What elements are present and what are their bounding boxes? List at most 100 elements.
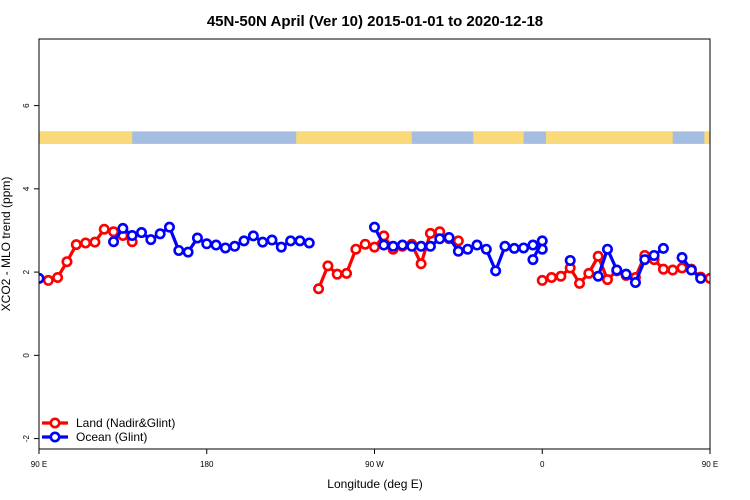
data-point bbox=[499, 240, 511, 252]
y-axis-label: XCO2 - MLO trend (ppm) bbox=[0, 177, 13, 312]
y-tick-label: 4 bbox=[22, 186, 31, 191]
data-point bbox=[219, 242, 231, 254]
data-point bbox=[191, 232, 203, 244]
series-layer bbox=[39, 221, 750, 295]
land-band-4 bbox=[704, 131, 710, 144]
data-point bbox=[229, 240, 241, 252]
data-point bbox=[583, 267, 595, 279]
y-axis: -2 0 2 4 6 bbox=[22, 103, 39, 442]
data-point bbox=[145, 234, 157, 246]
chart-title: 45N-50N April (Ver 10) 2015-01-01 to 202… bbox=[207, 13, 543, 30]
data-point bbox=[508, 242, 520, 254]
data-point bbox=[527, 239, 539, 251]
land-band-1 bbox=[296, 131, 412, 144]
data-point bbox=[359, 238, 371, 250]
data-point bbox=[201, 238, 213, 250]
land-band-0 bbox=[39, 131, 133, 144]
land-band-2 bbox=[473, 131, 524, 144]
series-line bbox=[709, 278, 710, 280]
data-point bbox=[592, 250, 604, 262]
data-point bbox=[387, 240, 399, 252]
data-point bbox=[275, 241, 287, 253]
data-point bbox=[108, 236, 120, 248]
data-point bbox=[734, 257, 742, 265]
data-point bbox=[480, 243, 492, 255]
legend-marker bbox=[49, 417, 61, 429]
x-axis-label: Longitude (deg E) bbox=[327, 477, 422, 491]
data-point bbox=[70, 239, 82, 251]
data-point bbox=[313, 283, 325, 295]
data-point bbox=[415, 240, 427, 252]
data-point bbox=[341, 267, 353, 279]
data-point bbox=[724, 273, 732, 281]
data-point bbox=[676, 252, 688, 264]
data-point bbox=[685, 264, 697, 276]
data-point bbox=[546, 272, 558, 284]
x-tick-label: 90 W bbox=[365, 460, 384, 469]
data-point bbox=[368, 241, 380, 253]
data-point bbox=[471, 239, 483, 251]
data-point bbox=[303, 237, 315, 249]
legend-label: Land (Nadir&Glint) bbox=[76, 416, 175, 430]
data-point bbox=[42, 274, 54, 286]
y-tick-label: 6 bbox=[22, 103, 31, 108]
data-point bbox=[657, 263, 669, 275]
data-point bbox=[294, 235, 306, 247]
data-point bbox=[415, 258, 427, 270]
data-point bbox=[462, 243, 474, 255]
data-point bbox=[257, 236, 269, 248]
data-point bbox=[536, 235, 548, 247]
data-point bbox=[61, 256, 73, 268]
y-tick-label: 0 bbox=[22, 353, 31, 358]
data-point bbox=[108, 226, 120, 238]
data-point bbox=[695, 272, 707, 284]
data-point bbox=[629, 277, 641, 289]
x-tick-label: 180 bbox=[200, 460, 214, 469]
data-point bbox=[406, 240, 418, 252]
data-point bbox=[452, 235, 464, 247]
data-point bbox=[89, 236, 101, 248]
data-point bbox=[648, 249, 660, 261]
data-point bbox=[555, 270, 567, 282]
legend: Land (Nadir&Glint)Ocean (Glint) bbox=[42, 416, 175, 444]
data-point bbox=[238, 235, 250, 247]
data-point bbox=[536, 274, 548, 286]
series-1 bbox=[39, 221, 707, 289]
data-point bbox=[117, 222, 129, 234]
data-point bbox=[424, 240, 436, 252]
data-point bbox=[452, 245, 464, 257]
data-point bbox=[266, 234, 278, 246]
x-tick-label: 90 E bbox=[31, 460, 47, 469]
data-point bbox=[182, 246, 194, 258]
x-tick-label: 0 bbox=[540, 460, 545, 469]
data-point bbox=[490, 265, 502, 277]
land-band-3 bbox=[545, 131, 673, 144]
data-point bbox=[210, 239, 222, 251]
data-point bbox=[601, 274, 613, 286]
data-point bbox=[639, 254, 651, 266]
legend-marker bbox=[49, 431, 61, 443]
data-point bbox=[715, 276, 723, 284]
data-point bbox=[154, 228, 166, 240]
y-tick-label: -2 bbox=[22, 434, 31, 442]
data-point bbox=[350, 243, 362, 255]
data-point bbox=[443, 232, 455, 244]
data-point bbox=[611, 264, 623, 276]
data-point bbox=[378, 239, 390, 251]
data-point bbox=[368, 221, 380, 233]
data-point bbox=[601, 243, 613, 255]
legend-label: Ocean (Glint) bbox=[76, 430, 147, 444]
data-point bbox=[620, 268, 632, 280]
x-tick-label: 90 E bbox=[702, 460, 718, 469]
data-point bbox=[126, 229, 138, 241]
data-point bbox=[173, 244, 185, 256]
data-point bbox=[667, 264, 679, 276]
data-point bbox=[322, 260, 334, 272]
data-point bbox=[743, 240, 750, 248]
data-point bbox=[163, 221, 175, 233]
data-point bbox=[331, 268, 343, 280]
data-point bbox=[676, 262, 688, 274]
data-point bbox=[592, 270, 604, 282]
data-point bbox=[518, 242, 530, 254]
